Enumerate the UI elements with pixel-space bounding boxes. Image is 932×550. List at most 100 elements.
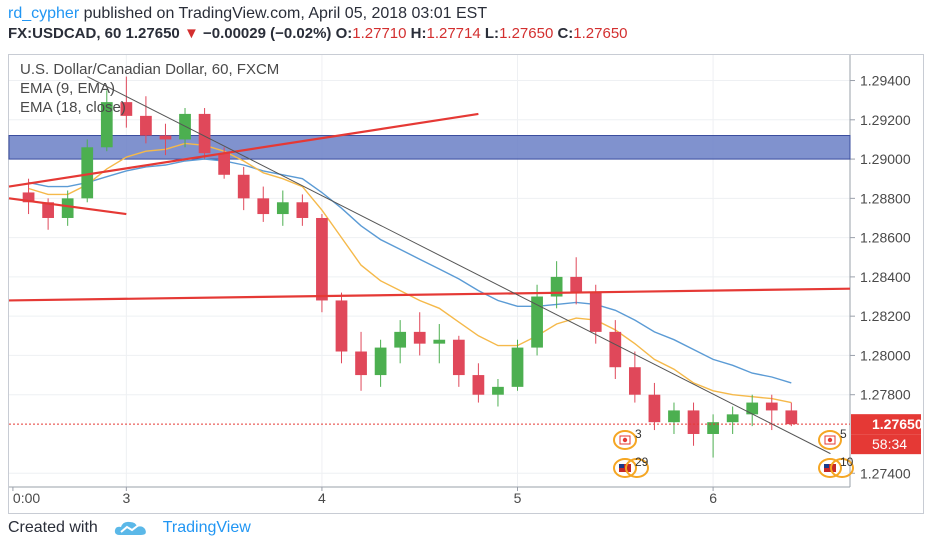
candle-body[interactable] (42, 202, 54, 218)
candle-body[interactable] (472, 375, 485, 395)
candle-body[interactable] (140, 115, 152, 136)
open-label: O: (335, 25, 353, 42)
publish-info: published on TradingView.com, April 05, … (79, 5, 488, 22)
candle-body[interactable] (237, 174, 250, 199)
x-tick-label: 3 (122, 490, 130, 506)
y-tick-label: 1.28800 (860, 190, 911, 206)
event-count: 5 (840, 427, 847, 441)
candle-body[interactable] (765, 402, 778, 411)
price-tag-bg (851, 414, 921, 435)
y-tick-label: 1.28600 (860, 230, 911, 246)
rising-trendline[interactable] (8, 112, 479, 188)
candle-body[interactable] (726, 414, 739, 423)
candle-body[interactable] (531, 296, 543, 348)
candle-body[interactable] (159, 135, 172, 140)
candle-body[interactable] (609, 331, 622, 368)
event-stack-ring (625, 458, 649, 478)
x-tick-label: 5 (514, 490, 522, 506)
candle-body[interactable] (668, 410, 680, 423)
candle-body[interactable] (628, 367, 641, 395)
low-value: 1.27650 (499, 25, 554, 42)
candle-body[interactable] (746, 402, 759, 415)
high-label: H: (410, 25, 427, 42)
y-tick-label: 1.29400 (860, 73, 911, 89)
author-link[interactable]: rd_cypher (8, 5, 80, 22)
candle-body[interactable] (81, 147, 94, 199)
publish-line: rd_cypher published on TradingView.com, … (8, 5, 487, 23)
symbol-label: FX:USDCAD, 60 (8, 25, 122, 42)
candle-body[interactable] (452, 339, 465, 376)
candle-body[interactable] (120, 102, 133, 116)
maple-leaf-icon (622, 437, 628, 443)
candle-body[interactable] (257, 198, 270, 215)
candle-body[interactable] (218, 153, 231, 175)
candle-body[interactable] (296, 202, 309, 218)
candle-body[interactable] (335, 300, 348, 352)
flag-canton (824, 464, 829, 468)
candle-body[interactable] (413, 331, 426, 344)
chart-frame (8, 54, 924, 514)
x-tick-label: 6 (709, 490, 717, 506)
event-stack-ring (830, 458, 854, 478)
close-label: C: (557, 25, 574, 42)
candle-body[interactable] (550, 276, 563, 297)
event-count: 3 (635, 427, 642, 441)
legend-ema-slow[interactable]: EMA (18, close) (20, 99, 126, 116)
candle-body[interactable] (648, 394, 661, 423)
candle-body[interactable] (570, 276, 583, 293)
horizontal-resistance[interactable] (8, 287, 851, 302)
y-tick-label: 1.28000 (860, 347, 911, 363)
candle-body[interactable] (276, 202, 289, 215)
candle-body[interactable] (100, 102, 113, 148)
event-count: 10 (840, 455, 854, 469)
candle-body[interactable] (22, 192, 35, 203)
last-price: 1.27650 (125, 25, 180, 42)
down-arrow-icon: ▼ (183, 25, 199, 42)
footer: Created with TradingView (8, 519, 251, 537)
x-tick-label: 0:00 (13, 490, 40, 506)
candle-body[interactable] (198, 113, 211, 154)
countdown-bg (851, 434, 921, 455)
candle-body[interactable] (316, 217, 328, 301)
y-tick-label: 1.29000 (860, 151, 911, 167)
legend-title: U.S. Dollar/Canadian Dollar, 60, FXCM (20, 61, 280, 78)
candle-body[interactable] (492, 386, 504, 395)
candle-body[interactable] (707, 422, 719, 434)
x-tick-label: 4 (318, 490, 326, 506)
ema-fast-line (28, 142, 792, 404)
open-value: 1.27710 (352, 25, 407, 42)
resistance-zone[interactable] (8, 135, 851, 160)
candle-body[interactable] (511, 347, 524, 387)
ema-slow-line (28, 158, 792, 384)
descending-trendline[interactable] (87, 76, 831, 455)
close-value: 1.27650 (573, 25, 628, 42)
candle-body[interactable] (374, 347, 387, 376)
y-tick-label: 1.27400 (860, 465, 911, 481)
tradingview-cloud-icon (115, 521, 147, 535)
candle-body[interactable] (61, 198, 74, 218)
countdown-value: 58:34 (872, 436, 907, 452)
price-change: −0.00029 (−0.02%) (202, 25, 332, 42)
maple-leaf-icon (827, 437, 833, 443)
candle-body[interactable] (785, 410, 798, 425)
candle-body[interactable] (687, 410, 700, 434)
candle-body[interactable] (433, 339, 446, 344)
tradingview-link[interactable]: TradingView (162, 519, 251, 537)
chart-legend: U.S. Dollar/Canadian Dollar, 60, FXCM EM… (20, 60, 279, 117)
created-with-label: Created with (8, 519, 98, 537)
short-support[interactable] (8, 197, 127, 216)
low-label: L: (484, 25, 500, 42)
y-tick-label: 1.28400 (860, 269, 911, 285)
legend-ema-fast[interactable]: EMA (9, EMA) (20, 80, 116, 97)
flag-canton (619, 464, 624, 468)
y-tick-label: 1.29200 (860, 112, 911, 128)
candle-body[interactable] (589, 292, 602, 332)
ohlc-line: FX:USDCAD, 60 1.27650 ▼ −0.00029 (−0.02%… (8, 25, 628, 42)
y-tick-label: 1.28200 (860, 308, 911, 324)
high-value: 1.27714 (426, 25, 481, 42)
y-tick-label: 1.27800 (860, 387, 911, 403)
candle-body[interactable] (394, 331, 407, 348)
candle-body[interactable] (355, 351, 367, 376)
event-count: 29 (635, 455, 649, 469)
